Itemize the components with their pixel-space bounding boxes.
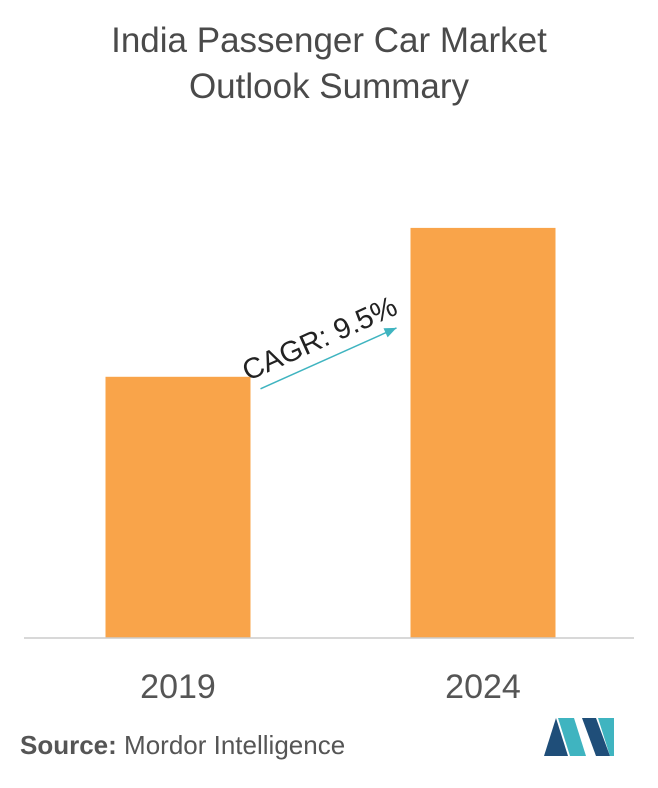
mordor-intelligence-logo-icon xyxy=(544,718,614,756)
chart-title: India Passenger Car Market Outlook Summa… xyxy=(0,18,658,110)
cagr-label: CAGR: 9.5% xyxy=(238,291,403,388)
cagr-arrow-line xyxy=(260,327,397,390)
bar-2019 xyxy=(105,376,251,638)
cagr-arrow-head xyxy=(383,327,397,338)
source-label: Source: xyxy=(20,730,117,760)
source-text: Mordor Intelligence xyxy=(124,730,346,760)
bar-2024 xyxy=(410,227,556,638)
source-note: Source: Mordor Intelligence xyxy=(20,730,345,761)
x-tick-label-2019: 2019 xyxy=(140,668,216,706)
chart-title-line-2: Outlook Summary xyxy=(188,67,470,106)
chart-title-line-1: India Passenger Car Market xyxy=(111,21,547,60)
x-tick-label-2024: 2024 xyxy=(445,668,521,706)
